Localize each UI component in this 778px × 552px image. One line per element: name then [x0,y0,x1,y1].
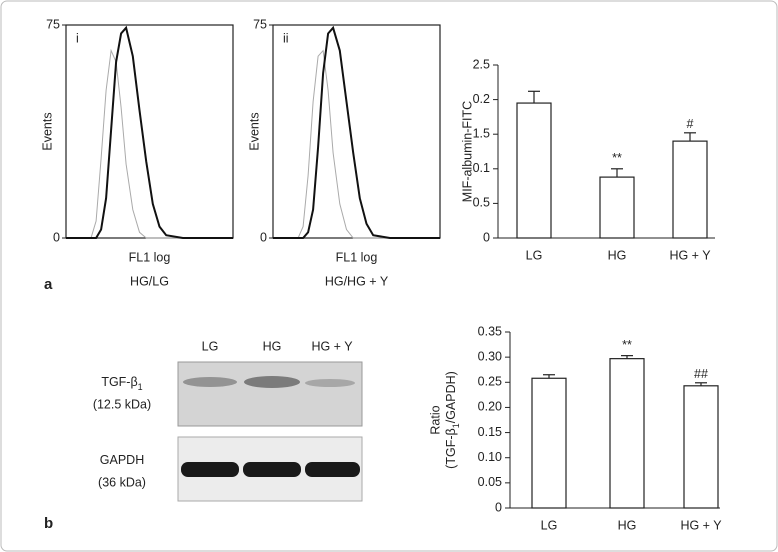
y-tick-label: 0 [495,500,502,514]
label-part: GAPDH [100,453,144,467]
y-tick-label: 0.05 [478,475,502,489]
blot-band [183,377,237,387]
bar [531,377,567,509]
bar [516,102,552,239]
y-tick-label: 0.25 [478,375,502,389]
blot-band [305,462,360,477]
x-tick-label: LG [526,248,543,262]
histogram-curve [66,48,233,239]
x-tick-label: HG + Y [680,518,722,532]
y-tick-label: 0.2 [473,92,490,106]
blot-band [305,379,355,387]
x-tick-label: HG [618,518,637,532]
significance-mark: ** [612,151,622,165]
y-tick-label: 2.5 [473,57,490,71]
y-tick-label: 0.35 [478,324,502,338]
y-tick-label: 75 [253,17,267,31]
protein-label: GAPDH [100,453,144,467]
y-tick-label: 0.20 [478,400,502,414]
y-tick-label: 1.5 [473,126,490,140]
y-tick-label: 0.30 [478,349,502,363]
protein-label: TGF-β1 [101,375,142,392]
label-part: 1 [451,423,461,428]
y-tick-label: 75 [46,17,60,31]
label-part: (TGF-β [444,428,458,469]
histogram-curve [273,49,440,239]
protein-size: (36 kDa) [98,475,146,489]
y-axis-label: MIF-albumin-FITC [460,101,474,202]
protein-size: (12.5 kDa) [93,397,151,411]
panel-label: a [44,276,53,293]
bar [683,385,719,509]
blot-band [243,462,301,477]
y-axis-label: Events [247,112,261,150]
y-tick-label: 0 [53,230,60,244]
label-part: 1 [138,382,143,392]
x-tick-label: HG [608,248,627,262]
x-tick-label: HG + Y [669,248,711,262]
panel-index: ii [283,31,289,45]
y-axis-label: (TGF-β1/GAPDH) [444,371,461,469]
histogram-curve [66,25,233,239]
lane-label: LG [202,339,219,353]
y-tick-label: 0.1 [473,161,490,175]
blot-band [244,376,300,388]
x-tick-label: LG [541,518,558,532]
x-axis-label: FL1 log [336,250,378,264]
y-tick-label: 0.15 [478,425,502,439]
histogram-curve [273,25,440,239]
panel-index: i [76,31,79,45]
x-axis-label: FL1 log [129,250,171,264]
panel-label: b [44,515,53,532]
bar [609,358,645,509]
significance-mark: ## [694,367,708,381]
significance-mark: ** [622,338,632,352]
bar [599,176,635,239]
y-tick-label: 0 [260,230,267,244]
significance-mark: # [687,117,694,131]
y-tick-label: 0.10 [478,450,502,464]
lane-label: HG + Y [311,339,353,353]
blot-band [181,462,239,477]
y-axis-label: Events [40,112,54,150]
y-axis-label: Ratio [428,405,442,434]
label-part: /GAPDH) [444,371,458,423]
label-part: TGF-β [101,375,137,389]
y-tick-label: 0 [483,230,490,244]
y-tick-label: 0.5 [473,196,490,210]
lane-label: HG [263,339,282,353]
subtitle: HG/HG + Y [325,274,389,288]
subtitle: HG/LG [130,274,169,288]
blot-image [177,361,363,427]
bar [672,140,708,239]
